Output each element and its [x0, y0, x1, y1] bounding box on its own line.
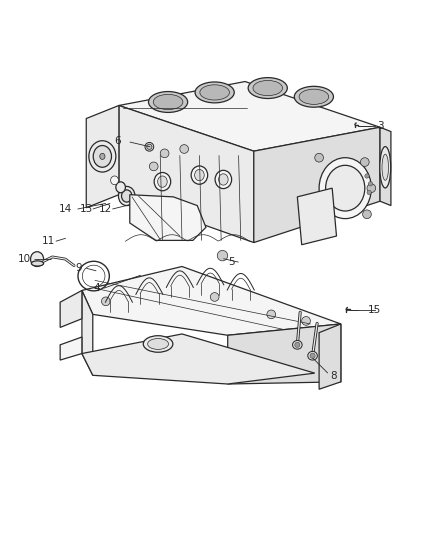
Ellipse shape — [325, 165, 365, 211]
Polygon shape — [86, 106, 119, 208]
Circle shape — [368, 182, 373, 186]
Polygon shape — [82, 266, 341, 335]
Ellipse shape — [158, 176, 167, 187]
Polygon shape — [60, 337, 82, 360]
Circle shape — [160, 149, 169, 158]
Ellipse shape — [248, 78, 287, 99]
Ellipse shape — [194, 169, 204, 181]
Ellipse shape — [215, 171, 232, 189]
Circle shape — [315, 154, 323, 162]
Circle shape — [363, 210, 371, 219]
Circle shape — [267, 310, 276, 319]
Ellipse shape — [382, 154, 389, 180]
Ellipse shape — [294, 86, 333, 107]
Text: 11: 11 — [42, 236, 55, 246]
Text: 15: 15 — [368, 305, 381, 315]
Ellipse shape — [143, 336, 173, 352]
Text: 14: 14 — [59, 204, 72, 214]
Ellipse shape — [153, 94, 183, 110]
Polygon shape — [254, 127, 380, 243]
Ellipse shape — [195, 82, 234, 103]
Ellipse shape — [116, 182, 125, 193]
Polygon shape — [119, 82, 380, 151]
Polygon shape — [228, 324, 341, 384]
Ellipse shape — [148, 92, 187, 112]
Polygon shape — [297, 188, 336, 245]
Ellipse shape — [299, 89, 328, 104]
Polygon shape — [130, 195, 206, 240]
Ellipse shape — [219, 174, 228, 185]
Polygon shape — [380, 127, 391, 206]
Circle shape — [365, 174, 369, 178]
Polygon shape — [119, 106, 254, 243]
Text: 9: 9 — [75, 263, 82, 273]
Ellipse shape — [191, 166, 208, 184]
Circle shape — [217, 251, 228, 261]
Polygon shape — [82, 290, 93, 375]
Circle shape — [302, 317, 311, 325]
Polygon shape — [60, 290, 82, 327]
Circle shape — [360, 158, 369, 166]
Ellipse shape — [200, 85, 230, 100]
Circle shape — [295, 342, 300, 348]
Ellipse shape — [118, 187, 135, 206]
Ellipse shape — [308, 351, 318, 360]
Ellipse shape — [319, 158, 371, 219]
Circle shape — [180, 144, 188, 154]
Ellipse shape — [93, 146, 112, 167]
Text: 4: 4 — [93, 283, 99, 293]
Ellipse shape — [121, 190, 132, 202]
Polygon shape — [319, 324, 341, 389]
Text: 13: 13 — [80, 204, 93, 214]
Ellipse shape — [31, 252, 44, 266]
Circle shape — [102, 297, 110, 305]
Ellipse shape — [89, 141, 116, 172]
Text: 5: 5 — [228, 257, 234, 267]
Text: 6: 6 — [115, 136, 121, 146]
Circle shape — [367, 190, 371, 195]
Circle shape — [367, 184, 376, 192]
Text: 12: 12 — [99, 204, 113, 214]
Circle shape — [147, 144, 152, 149]
Polygon shape — [82, 334, 315, 384]
Ellipse shape — [154, 173, 171, 191]
Text: 3: 3 — [377, 121, 383, 131]
Circle shape — [145, 142, 154, 151]
Ellipse shape — [293, 341, 302, 349]
Ellipse shape — [32, 261, 44, 266]
Text: 8: 8 — [331, 371, 337, 381]
Text: 10: 10 — [18, 254, 31, 264]
Ellipse shape — [253, 80, 283, 96]
Ellipse shape — [100, 154, 105, 159]
Ellipse shape — [380, 147, 391, 188]
Ellipse shape — [111, 176, 118, 184]
Ellipse shape — [148, 338, 169, 350]
Circle shape — [310, 353, 315, 358]
Circle shape — [149, 162, 158, 171]
Circle shape — [210, 293, 219, 301]
